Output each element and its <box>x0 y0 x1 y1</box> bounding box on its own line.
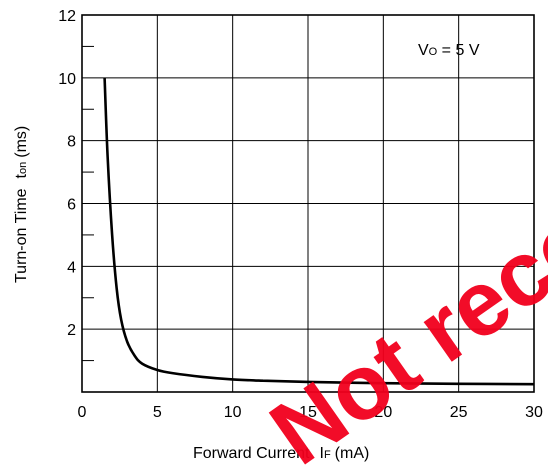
y-axis-unit: (ms) <box>13 126 30 158</box>
minor-ticks <box>82 45 94 362</box>
y-tick-label: 2 <box>67 322 76 339</box>
grid-lines <box>82 15 534 392</box>
turn-on-time-curve <box>103 77 535 386</box>
y-tick-label: 8 <box>67 134 76 151</box>
y-axis-var: t <box>13 173 30 178</box>
plot-frame <box>81 14 535 393</box>
y-axis-sub: on <box>17 162 29 174</box>
y-tick-label: 6 <box>67 197 76 214</box>
x-axis-title: Forward Current IF (mA) <box>193 445 369 462</box>
x-tick-label: 20 <box>374 404 392 421</box>
x-axis-title-main: Forward Current <box>193 445 310 462</box>
y-tick-labels: 2 4 6 8 10 12 <box>58 8 76 339</box>
x-tick-label: 5 <box>153 404 162 421</box>
x-tick-labels: 0 5 10 15 20 25 30 <box>78 404 543 421</box>
x-axis-sub: F <box>324 449 331 461</box>
annotation-sub: O <box>429 46 438 58</box>
curve-layer <box>103 77 535 386</box>
x-tick-label: 30 <box>525 404 543 421</box>
watermark-text: Not recommended <box>253 0 548 468</box>
x-tick-label: 10 <box>224 404 242 421</box>
x-axis-unit: (mA) <box>335 445 370 462</box>
x-tick-label: 25 <box>450 404 468 421</box>
x-tick-label: 15 <box>299 404 317 421</box>
y-tick-label: 4 <box>67 259 76 276</box>
watermark: Not recommended <box>253 0 548 468</box>
annotation-rest: = 5 V <box>437 42 480 59</box>
y-tick-label: 10 <box>58 71 76 88</box>
y-axis-title-main: Turn-on Time <box>13 188 30 283</box>
annotation-var: V <box>418 42 429 59</box>
x-tick-label: 0 <box>78 404 87 421</box>
x-axis-var: I <box>319 445 323 462</box>
annotation-vo: VO = 5 V <box>418 42 480 59</box>
y-tick-label: 12 <box>58 8 76 25</box>
y-axis-title: Turn-on Time ton (ms) <box>13 126 30 283</box>
